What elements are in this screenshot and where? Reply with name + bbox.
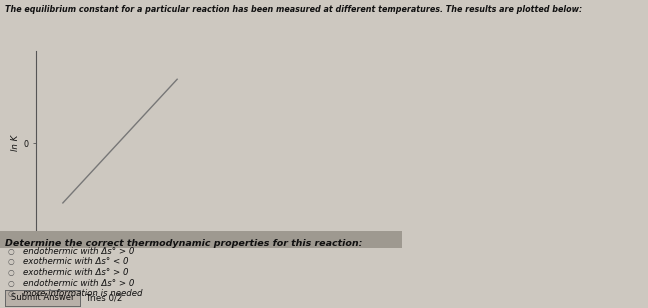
Text: ○: ○: [8, 246, 14, 256]
Text: The equilibrium constant for a particular reaction has been measured at differen: The equilibrium constant for a particula…: [5, 5, 583, 14]
Text: exothermic with Δs° < 0: exothermic with Δs° < 0: [23, 257, 128, 266]
Text: Tries 0/2: Tries 0/2: [86, 293, 122, 302]
Text: ○: ○: [8, 289, 14, 298]
Text: more information is needed: more information is needed: [23, 289, 142, 298]
Text: Determine the correct thermodynamic properties for this reaction:: Determine the correct thermodynamic prop…: [5, 239, 363, 248]
Text: ○: ○: [8, 279, 14, 288]
X-axis label: 1/T: 1/T: [119, 238, 133, 247]
Text: Submit Answer: Submit Answer: [11, 293, 74, 302]
Text: ○: ○: [8, 257, 14, 266]
Text: endothermic with Δs° > 0: endothermic with Δs° > 0: [23, 279, 134, 288]
Y-axis label: ln K: ln K: [11, 135, 20, 151]
Text: endothermic with Δs° > 0: endothermic with Δs° > 0: [23, 246, 134, 256]
Text: exothermic with Δs° > 0: exothermic with Δs° > 0: [23, 268, 128, 277]
Text: ○: ○: [8, 268, 14, 277]
